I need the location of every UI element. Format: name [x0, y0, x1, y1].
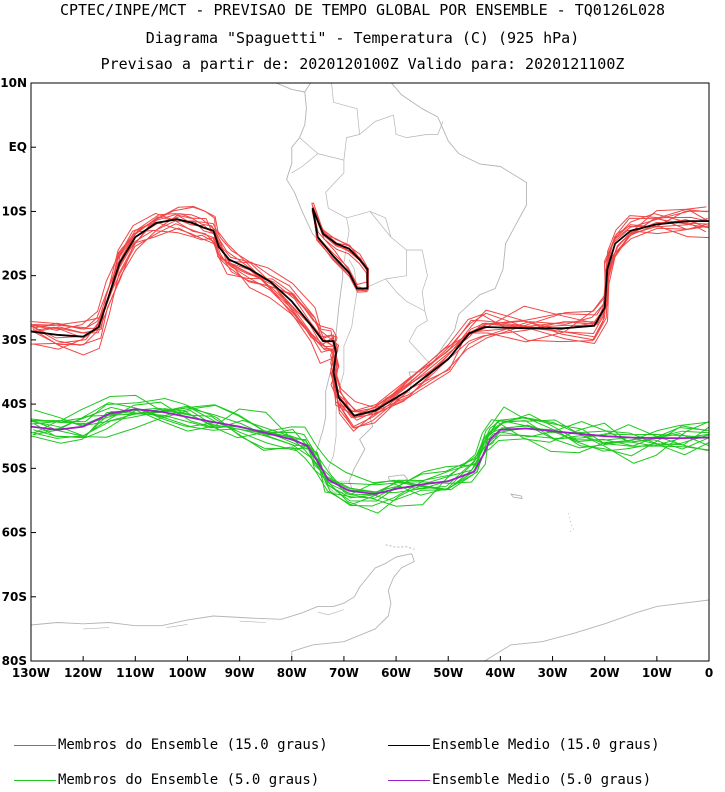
lon-tick-label: 40W: [485, 666, 515, 680]
country-border: [327, 291, 358, 482]
member-5-line: [33, 397, 707, 502]
lat-tick-label: 20S: [2, 269, 27, 283]
lat-tick-label: 40S: [2, 397, 27, 411]
member-15-line: [32, 210, 709, 412]
lon-tick-label: 130W: [12, 666, 50, 680]
country-border: [346, 211, 407, 293]
legend-line-members-15: [14, 745, 56, 746]
member-15-line: [33, 212, 708, 429]
weddell-sea-coast: [291, 553, 415, 661]
lon-tick-label: 70W: [329, 666, 359, 680]
ice-shelf-line: [239, 620, 266, 623]
lat-tick-label: EQ: [9, 140, 27, 154]
country-border: [406, 249, 428, 312]
legend-line-mean-5: [388, 780, 430, 781]
lat-tick-label: 10N: [0, 76, 27, 90]
ice-shelf-line: [166, 624, 188, 628]
mean-5-line: [31, 408, 709, 495]
lat-tick-label: 10S: [2, 204, 27, 218]
member-5-line: [33, 407, 709, 493]
lon-tick-label: 10W: [642, 666, 672, 680]
lat-tick-label: 50S: [2, 461, 27, 475]
lon-tick-label: 90W: [225, 666, 255, 680]
ice-shelf-line: [317, 609, 344, 616]
member-5-line: [31, 401, 709, 496]
title-line-1: CPTEC/INPE/MCT - PREVISAO DE TEMPO GLOBA…: [59, 1, 666, 19]
lat-tick-label: 80S: [2, 654, 27, 668]
member-15-line: [33, 225, 709, 417]
east-antarctica-coast: [484, 599, 709, 661]
lon-tick-label: 0: [705, 666, 713, 680]
ice-shelf-line: [83, 627, 110, 630]
ensemble-means: [31, 207, 709, 495]
title-line-2: Diagrama "Spaguetti" - Temperatura (C) (…: [145, 29, 580, 47]
south-shetland-islands: [385, 544, 415, 550]
legend-label-mean-5: Ensemble Medio (5.0 graus): [432, 772, 652, 788]
member-15-inland-line: [311, 207, 369, 290]
lon-tick-label: 20W: [590, 666, 620, 680]
spaghetti-map: 10N EQ 10S 20S 30S 40S 50S 60S 70S 80S 130W 120W 11…: [0, 68, 713, 680]
member-15-line: [31, 220, 709, 409]
sandwich-islands: [567, 513, 574, 533]
member-15-line: [31, 216, 709, 413]
legend-line-mean-15: [388, 745, 430, 746]
legend-label-mean-15: Ensemble Medio (15.0 graus): [432, 737, 660, 753]
country-border: [393, 115, 444, 138]
legend-line-members-5: [14, 780, 56, 781]
mean-15-inland-line: [311, 207, 369, 290]
lon-tick-label: 120W: [64, 666, 102, 680]
member-15-inland-line: [311, 210, 368, 293]
antarctic-peninsula-coast: [31, 553, 412, 627]
mean-15-line: [31, 218, 709, 417]
member-15-inland-line: [312, 209, 368, 291]
member-15-line: [31, 213, 707, 415]
coastlines: [31, 68, 709, 661]
lon-tick-label: 60W: [381, 666, 411, 680]
lat-tick-label: 30S: [2, 333, 27, 347]
country-border: [331, 83, 394, 135]
legend-label-members-5: Membros do Ensemble (5.0 graus): [58, 772, 320, 788]
country-border: [291, 153, 319, 174]
country-border: [369, 211, 392, 238]
member-5-line: [32, 404, 709, 507]
country-border: [385, 278, 431, 364]
south-georgia: [510, 493, 523, 499]
south-america-coast: [286, 83, 527, 493]
lon-tick-label: 50W: [433, 666, 463, 680]
falkland-islands: [387, 474, 409, 483]
member-5-line: [31, 394, 709, 506]
member-15-inland-line: [311, 202, 370, 291]
caribbean-coast: [318, 68, 386, 78]
map-frame: [30, 82, 710, 662]
member-5-line: [31, 416, 709, 491]
country-border: [343, 134, 360, 161]
central-america-coast: [275, 83, 305, 93]
lon-tick-label: 30W: [538, 666, 568, 680]
longitude-axis: 130W 120W 110W 100W 90W 80W 70W 60W 50W 40W 30W 20W…: [12, 656, 713, 680]
members-15-degree: [31, 202, 709, 432]
legend-label-members-15: Membros do Ensemble (15.0 graus): [58, 737, 328, 753]
members-5-degree: [31, 394, 709, 514]
member-15-inland-line: [312, 206, 369, 292]
lat-tick-label: 70S: [2, 590, 27, 604]
lon-tick-label: 110W: [116, 666, 154, 680]
member-5-line: [31, 413, 709, 502]
lon-tick-label: 80W: [277, 666, 307, 680]
member-15-line: [32, 208, 708, 418]
latitude-axis: 10N EQ 10S 20S 30S 40S 50S 60S 70S 80S: [0, 76, 36, 668]
country-border: [299, 137, 350, 263]
lon-tick-label: 100W: [168, 666, 206, 680]
title-line-3: Previsao a partir de: 2020120100Z Valido…: [100, 55, 625, 73]
lat-tick-label: 60S: [2, 526, 27, 540]
